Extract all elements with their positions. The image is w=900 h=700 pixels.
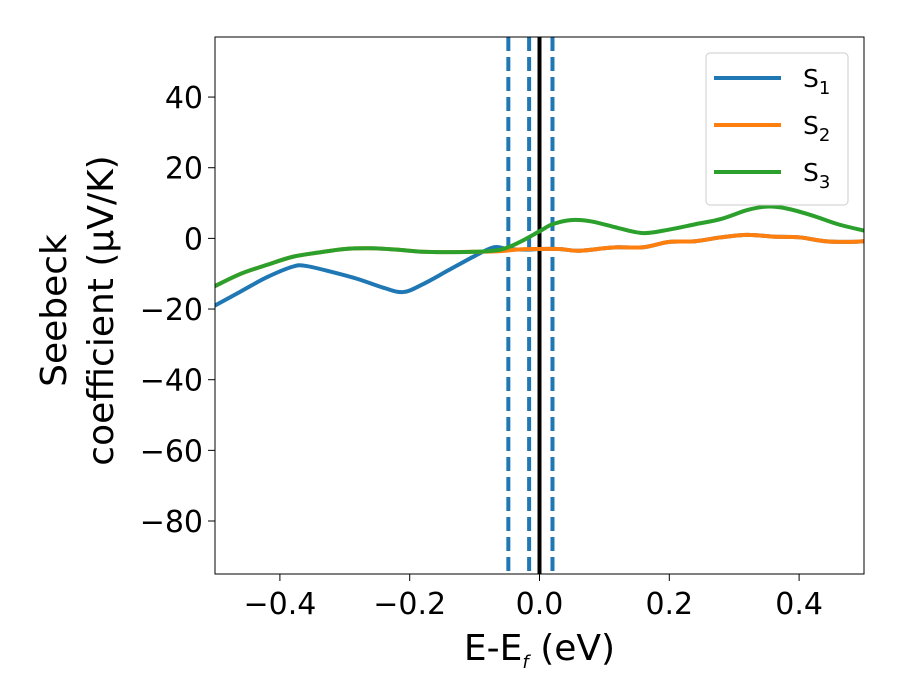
x-axis-title: E-Ef (eV) <box>464 628 615 673</box>
series-line-s3 <box>215 204 864 289</box>
y-axis-title: Seebeck coefficient (μV/K) <box>34 155 122 465</box>
y-axis-title-line2: coefficient (μV/K) <box>81 155 122 465</box>
reference-lines <box>506 37 555 574</box>
y-tick-label: −20 <box>140 293 203 328</box>
x-tick-label: 0.0 <box>516 587 564 622</box>
legend-label-s3: S3 <box>803 158 830 193</box>
legend-label-s2: S2 <box>803 111 830 146</box>
y-tick-label: −60 <box>140 434 203 469</box>
x-axis-title-main: E-E <box>464 628 522 669</box>
x-axis-title-suffix: (eV) <box>529 628 615 669</box>
x-tick-label: 0.4 <box>775 587 823 622</box>
x-tick-label: 0.2 <box>645 587 693 622</box>
series-lines <box>215 204 864 308</box>
y-tick-label: 40 <box>165 81 203 116</box>
y-tick-label: −80 <box>140 505 203 540</box>
x-axis-ticks: −0.4 −0.2 0.0 0.2 0.4 <box>243 574 823 622</box>
legend-label-s1: S1 <box>803 64 830 99</box>
x-axis-title-sub: f <box>522 652 531 673</box>
y-tick-label: −40 <box>140 364 203 399</box>
legend: S1 S2 S3 <box>705 52 849 206</box>
x-tick-label: −0.4 <box>243 587 316 622</box>
y-tick-label: 0 <box>184 222 203 257</box>
y-axis-ticks: 40 20 0 −20 −40 −60 −80 <box>140 81 215 540</box>
y-tick-label: 20 <box>165 152 203 187</box>
y-axis-title-line1: Seebeck <box>34 234 75 387</box>
legend-box <box>705 52 849 206</box>
x-tick-label: −0.2 <box>373 587 446 622</box>
